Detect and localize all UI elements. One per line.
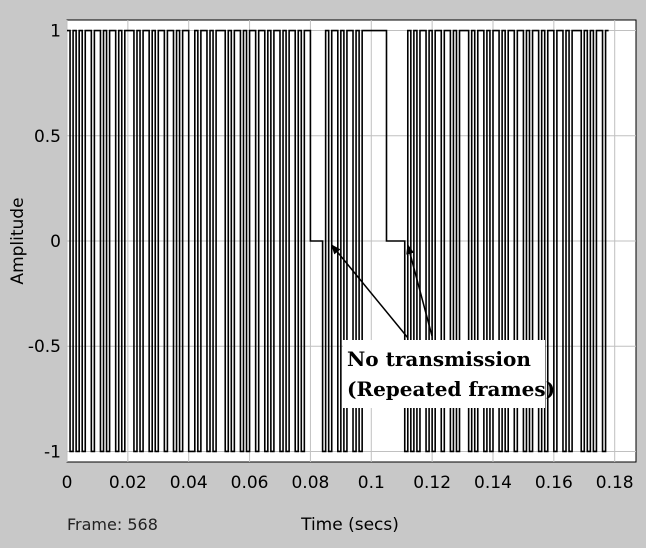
x-tick-label: 0.1 [358,473,385,493]
y-tick-label: -0.5 [28,337,61,357]
y-axis-label: Amplitude [8,197,28,284]
signal-trace [67,29,609,453]
annotation-arrow [406,244,433,337]
x-axis-label: Time (secs) [300,515,399,535]
x-tick-label: 0.08 [291,473,329,493]
y-tick-labels: 1 0.5 0 -0.5 -1 [28,22,61,463]
x-tick-label: 0.14 [474,473,512,493]
annotation-text: (Repeated frames) [347,377,555,401]
frame-label: Frame: 568 [67,515,158,534]
y-tick-label: 0.5 [34,127,61,147]
annotation: No transmission (Repeated frames) [331,244,555,408]
x-tick-label: 0.18 [596,473,634,493]
x-tick-label: 0.12 [413,473,451,493]
x-tick-label: 0.16 [535,473,573,493]
y-tick-label: 1 [50,22,61,42]
annotation-arrow [331,244,409,339]
annotation-text: No transmission [347,347,531,371]
x-tick-label: 0.04 [170,473,208,493]
y-tick-label: -1 [44,442,61,462]
x-tick-label: 0.02 [109,473,147,493]
x-tick-labels: 0 0.02 0.04 0.06 0.08 0.1 0.12 0.14 0.16 0.18 [62,473,634,493]
x-tick-label: 0.06 [231,473,269,493]
y-tick-label: 0 [50,232,61,252]
x-tick-label: 0 [62,473,73,493]
annotation-box [343,340,545,408]
signal-trace-line [67,29,609,453]
